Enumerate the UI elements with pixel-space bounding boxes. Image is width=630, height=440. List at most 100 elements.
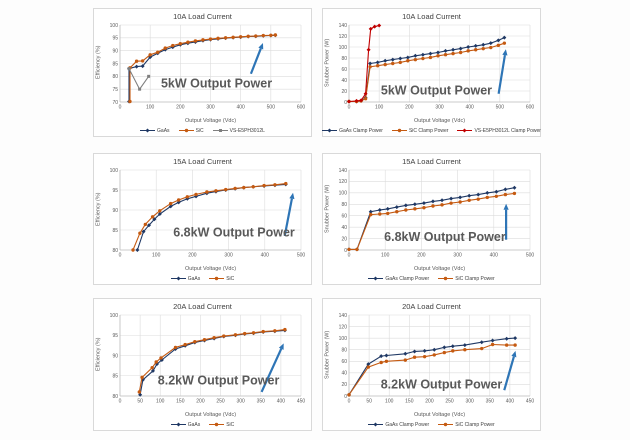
legend-label: GaAs — [157, 127, 170, 134]
svg-text:500: 500 — [496, 105, 505, 111]
legend-label: SiC — [195, 127, 204, 134]
x-axis-label: Output Voltage (Vdc) — [184, 412, 237, 418]
plot-area: 0 100 200 300 400 500 600 0 20 40 60 80 100 120 140 5kW… — [339, 23, 535, 111]
output-power-annotation: 6.8kW Output Power — [384, 230, 506, 244]
legend: GaAs SiC — [94, 275, 311, 282]
svg-text:600: 600 — [297, 105, 306, 111]
chart-title: 20A Load Current — [173, 302, 232, 311]
svg-text:500: 500 — [526, 253, 535, 259]
svg-text:100: 100 — [339, 191, 348, 197]
svg-text:60: 60 — [341, 67, 347, 73]
svg-text:250: 250 — [216, 399, 225, 405]
svg-text:100: 100 — [146, 105, 155, 111]
legend: GaAs SiC — [94, 421, 311, 428]
output-power-annotation: 8.2kW Output Power — [158, 373, 280, 387]
legend-label: VS-E5PH3012L — [229, 127, 265, 134]
legend-marker-icon — [368, 422, 384, 427]
legend-item: GaAs Clamp Power — [368, 421, 429, 428]
plot-area: 0 100 200 300 400 500 600 70 75 80 85 90 95 100 5kW Ou… — [110, 23, 306, 111]
svg-text:100: 100 — [152, 253, 161, 259]
legend-marker-icon — [322, 128, 338, 133]
legend-item: GaAs — [170, 275, 200, 282]
svg-text:450: 450 — [297, 399, 306, 405]
chart-efficiency-20a: 20A Load Current Efficiency (%) 0 50 100 15… — [93, 298, 312, 431]
legend-marker-icon — [368, 276, 384, 281]
plot-area: 0 100 200 300 400 500 80 85 90 95 100 6.8kW Output … — [110, 168, 306, 259]
svg-text:200: 200 — [196, 399, 205, 405]
svg-text:0: 0 — [119, 253, 122, 259]
svg-text:100: 100 — [110, 168, 119, 174]
chart-efficiency-10a: 10A Load Current Efficiency (%) 0 100 200 3… — [93, 8, 312, 137]
legend-label: VS-E5PH3012L Clamp Power — [474, 127, 541, 134]
svg-text:50: 50 — [366, 399, 372, 405]
plot-area: 0 50 100 150 200 250 300 350 400 450 0 20 40 60 80 100 1… — [339, 313, 535, 405]
svg-text:80: 80 — [341, 348, 347, 354]
svg-text:100: 100 — [156, 399, 165, 405]
svg-text:0: 0 — [119, 105, 122, 111]
svg-text:90: 90 — [112, 353, 118, 359]
legend-label: SiC Clamp Power — [455, 275, 495, 282]
legend-marker-icon — [170, 422, 186, 427]
svg-text:400: 400 — [465, 105, 474, 111]
svg-text:120: 120 — [339, 34, 348, 40]
svg-text:400: 400 — [506, 399, 515, 405]
plot-area: 0 50 100 150 200 250 300 350 400 450 80 85 90 95 100 8.… — [110, 313, 306, 405]
legend-label: GaAs Clamp Power — [385, 421, 430, 428]
svg-text:400: 400 — [236, 105, 245, 111]
legend-item: SiC — [209, 275, 234, 282]
svg-text:100: 100 — [385, 399, 394, 405]
svg-text:60: 60 — [341, 359, 347, 365]
svg-text:95: 95 — [112, 333, 118, 339]
svg-text:300: 300 — [435, 105, 444, 111]
svg-text:100: 100 — [110, 23, 119, 29]
svg-text:90: 90 — [112, 208, 118, 214]
svg-text:200: 200 — [417, 253, 426, 259]
svg-text:40: 40 — [341, 371, 347, 377]
legend-item: GaAs Clamp Power — [368, 275, 429, 282]
svg-text:300: 300 — [206, 105, 215, 111]
legend-marker-icon — [140, 128, 156, 133]
svg-text:60: 60 — [341, 214, 347, 220]
legend-item: GaAs Clamp Power — [322, 127, 383, 134]
svg-text:85: 85 — [112, 228, 118, 234]
plot-area: 0 100 200 300 400 500 0 20 40 60 80 100 120 140 6.8kW … — [339, 168, 535, 259]
chart-title: 10A Load Current — [173, 12, 232, 21]
svg-text:200: 200 — [188, 253, 197, 259]
svg-text:100: 100 — [381, 253, 390, 259]
svg-text:20: 20 — [341, 382, 347, 388]
svg-text:400: 400 — [490, 253, 499, 259]
output-power-annotation: 6.8kW Output Power — [173, 226, 295, 240]
svg-text:200: 200 — [405, 105, 414, 111]
svg-text:100: 100 — [339, 336, 348, 342]
legend: GaAs Clamp Power SiC Clamp Power VS-E5PH30… — [322, 127, 541, 134]
svg-text:400: 400 — [261, 253, 270, 259]
svg-text:95: 95 — [112, 36, 118, 42]
x-axis-label: Output Voltage (Vdc) — [184, 118, 237, 124]
svg-text:20: 20 — [341, 89, 347, 95]
svg-text:500: 500 — [267, 105, 276, 111]
legend-item: SiC — [209, 421, 234, 428]
chart-snubber-20a: 20A Load Current Snubber Power (W) 0 50 10… — [322, 298, 541, 431]
svg-text:300: 300 — [224, 253, 233, 259]
legend-item: SiC Clamp Power — [391, 127, 449, 134]
legend-label: SiC Clamp Power — [408, 127, 449, 134]
legend-item: VS-E5PH3012L — [212, 127, 265, 134]
svg-text:75: 75 — [112, 87, 118, 93]
svg-text:250: 250 — [445, 399, 454, 405]
chart-title: 20A Load Current — [402, 302, 461, 311]
svg-text:140: 140 — [339, 168, 348, 174]
svg-text:0: 0 — [344, 394, 347, 400]
svg-text:140: 140 — [339, 313, 348, 319]
legend: GaAs Clamp Power SiC Clamp Power — [323, 421, 540, 428]
chart-title: 10A Load Current — [402, 12, 461, 21]
legend: GaAs Clamp Power SiC Clamp Power — [323, 275, 540, 282]
legend-label: GaAs Clamp Power — [385, 275, 430, 282]
x-axis-label: Output Voltage (Vdc) — [413, 412, 466, 418]
svg-text:200: 200 — [425, 399, 434, 405]
svg-text:450: 450 — [526, 399, 535, 405]
svg-text:140: 140 — [339, 23, 348, 29]
legend-item: SiC — [178, 127, 204, 134]
svg-text:600: 600 — [526, 105, 535, 111]
svg-text:100: 100 — [375, 105, 384, 111]
